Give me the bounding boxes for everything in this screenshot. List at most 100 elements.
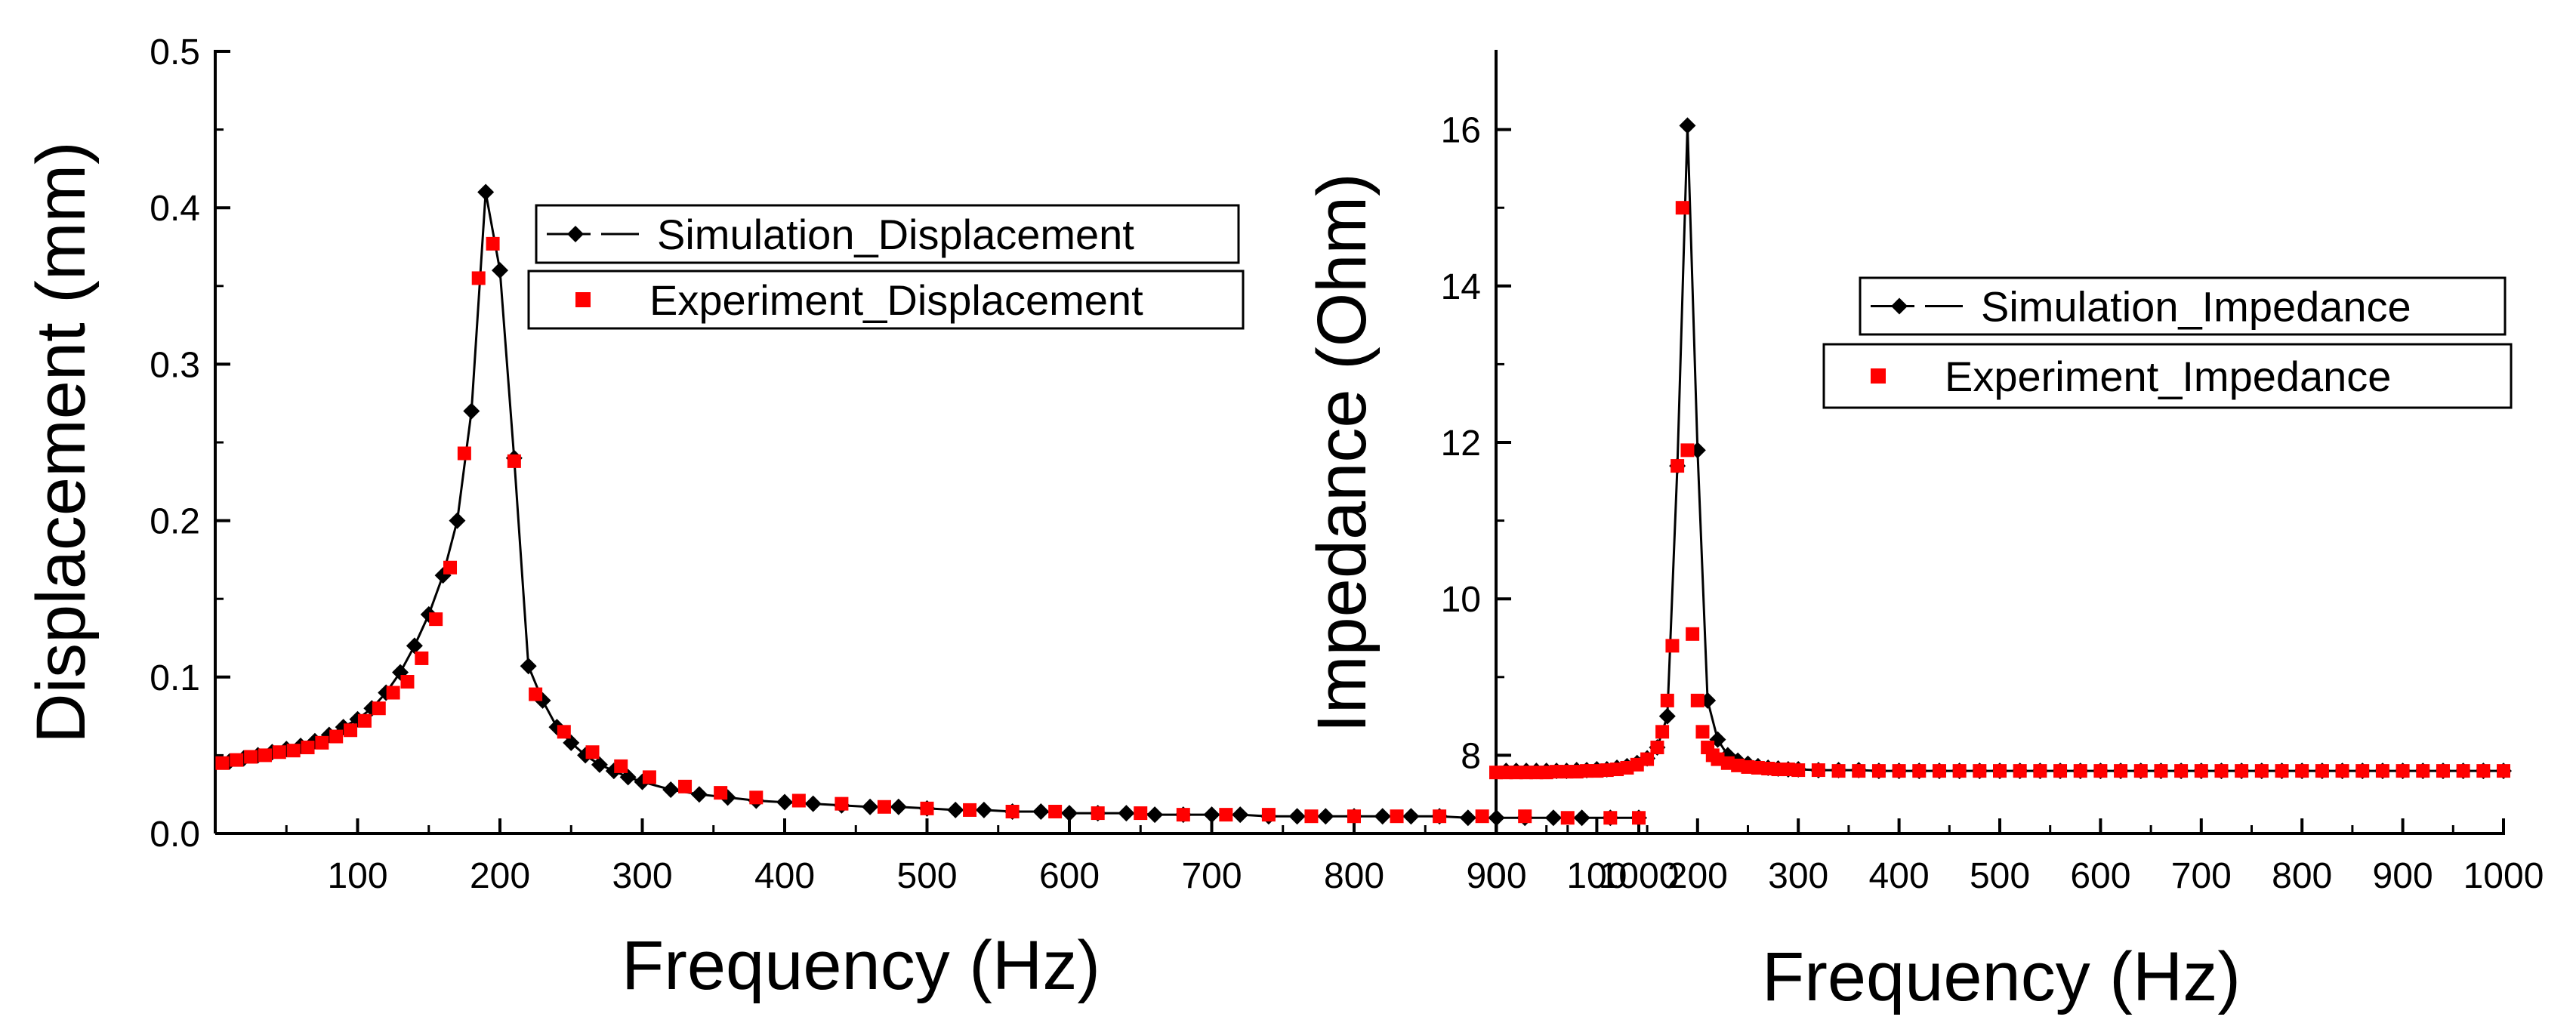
x-tick-label: 300 (612, 856, 672, 896)
legend-marker-diamond (1891, 297, 1908, 315)
data-point-square (1560, 811, 1575, 825)
data-point-square (1176, 808, 1190, 822)
data-point-square (1791, 763, 1806, 778)
y-tick-label: 12 (1441, 424, 1481, 464)
x-tick-label: 800 (2272, 856, 2332, 896)
data-point-diamond (563, 734, 580, 751)
data-point-square (1952, 764, 1967, 778)
data-point-square (1655, 725, 1670, 739)
data-point-square (344, 723, 358, 738)
legend-entry: Simulation_Impedance (1859, 276, 2507, 336)
legend-entry: Experiment_Displacement (527, 270, 1245, 330)
legend-marker-square (575, 292, 591, 307)
data-point-square (2114, 764, 2128, 778)
data-point-square (2214, 764, 2229, 778)
legend-entry: Simulation_Displacement (535, 204, 1240, 264)
data-point-square (1831, 764, 1846, 778)
data-point-square (2396, 764, 2410, 778)
x-tick-label: 900 (1466, 856, 1526, 896)
data-point-square (529, 687, 543, 701)
x-tick-label: 100 (327, 856, 387, 896)
data-point-diamond (1232, 806, 1249, 824)
data-point-square (1811, 763, 1825, 778)
x-tick-label: 700 (1181, 856, 1242, 896)
data-point-diamond (1146, 806, 1164, 824)
legend-label: Simulation_Impedance (1981, 283, 2411, 331)
x-tick-label: 600 (1039, 856, 1100, 896)
data-point-diamond (477, 183, 495, 201)
data-point-square (1219, 808, 1233, 822)
data-point-diamond (1573, 809, 1590, 827)
data-point-square (1932, 764, 1946, 778)
y-axis-title: Impedance (Ohm) (1303, 173, 1381, 732)
data-point-diamond (1203, 806, 1220, 824)
data-point-square (1650, 741, 1664, 755)
data-point-diamond (1544, 809, 1562, 827)
data-point-diamond (1459, 809, 1476, 827)
data-point-square (877, 800, 891, 814)
data-point-square (286, 744, 301, 758)
x-tick-label: 1000 (1599, 856, 1680, 896)
data-point-square (1973, 764, 1987, 778)
y-axis-title: Displacement (mm) (23, 141, 100, 743)
data-point-square (2053, 764, 2068, 778)
legend-box (527, 270, 1245, 330)
data-point-square (386, 686, 400, 700)
data-point-diamond (690, 786, 708, 803)
data-point-diamond (1061, 805, 1078, 822)
x-tick-label: 200 (1667, 856, 1728, 896)
data-point-square (372, 701, 386, 716)
data-point-square (1671, 459, 1685, 473)
series-simulation-impedance (1498, 117, 2512, 780)
data-point-square (920, 801, 934, 815)
x-tick-label: 300 (1768, 856, 1828, 896)
x-tick-label: 500 (896, 856, 957, 896)
x-tick-label: 400 (754, 856, 815, 896)
data-point-square (230, 753, 244, 767)
data-point-square (301, 741, 315, 755)
impedance-chart: 8 10 12 14 16 0 100 200 300 400 500 600 700 800 900 100… (1303, 50, 2544, 1015)
data-point-square (2416, 764, 2430, 778)
data-point-square (749, 790, 764, 805)
data-point-square (1680, 443, 1695, 458)
x-tick-label: 500 (1970, 856, 2030, 896)
data-point-square (1675, 201, 1689, 215)
data-point-diamond (492, 262, 508, 279)
y-tick-label: 16 (1441, 111, 1481, 151)
data-point-square (1665, 639, 1680, 653)
data-point-square (1390, 809, 1404, 824)
x-tick-label: 600 (2070, 856, 2130, 896)
data-point-diamond (804, 795, 822, 812)
data-point-diamond (520, 658, 537, 675)
y-tick-label: 0.1 (150, 658, 200, 698)
x-tick-label: 800 (1324, 856, 1384, 896)
data-point-square (1475, 809, 1489, 824)
y-tick-label: 0.2 (150, 502, 200, 542)
data-point-square (2013, 764, 2027, 778)
legend-box (535, 204, 1240, 264)
data-point-square (2194, 764, 2208, 778)
data-point-square (2033, 764, 2047, 778)
data-point-square (2093, 764, 2108, 778)
data-point-square (1892, 764, 1906, 778)
y-tick-label: 0.5 (150, 32, 200, 72)
data-point-diamond (776, 793, 793, 811)
y-tick-label: 0.0 (150, 815, 200, 855)
data-point-diamond (1658, 707, 1676, 725)
data-point-diamond (591, 756, 608, 773)
data-point-diamond (1317, 808, 1334, 825)
data-point-square (2174, 764, 2189, 778)
x-tick-label: 900 (2373, 856, 2433, 896)
data-point-square (1005, 804, 1020, 818)
x-tick-label: 1000 (2463, 856, 2544, 896)
legend-label: Experiment_Impedance (1945, 353, 2391, 400)
data-point-diamond (947, 801, 964, 818)
x-tick-label: 200 (470, 856, 530, 896)
data-point-diamond (619, 769, 637, 786)
data-point-square (1640, 752, 1655, 766)
data-point-square (2456, 764, 2470, 778)
data-point-square (2335, 764, 2349, 778)
data-point-diamond (662, 781, 680, 798)
data-point-square (1871, 764, 1886, 778)
